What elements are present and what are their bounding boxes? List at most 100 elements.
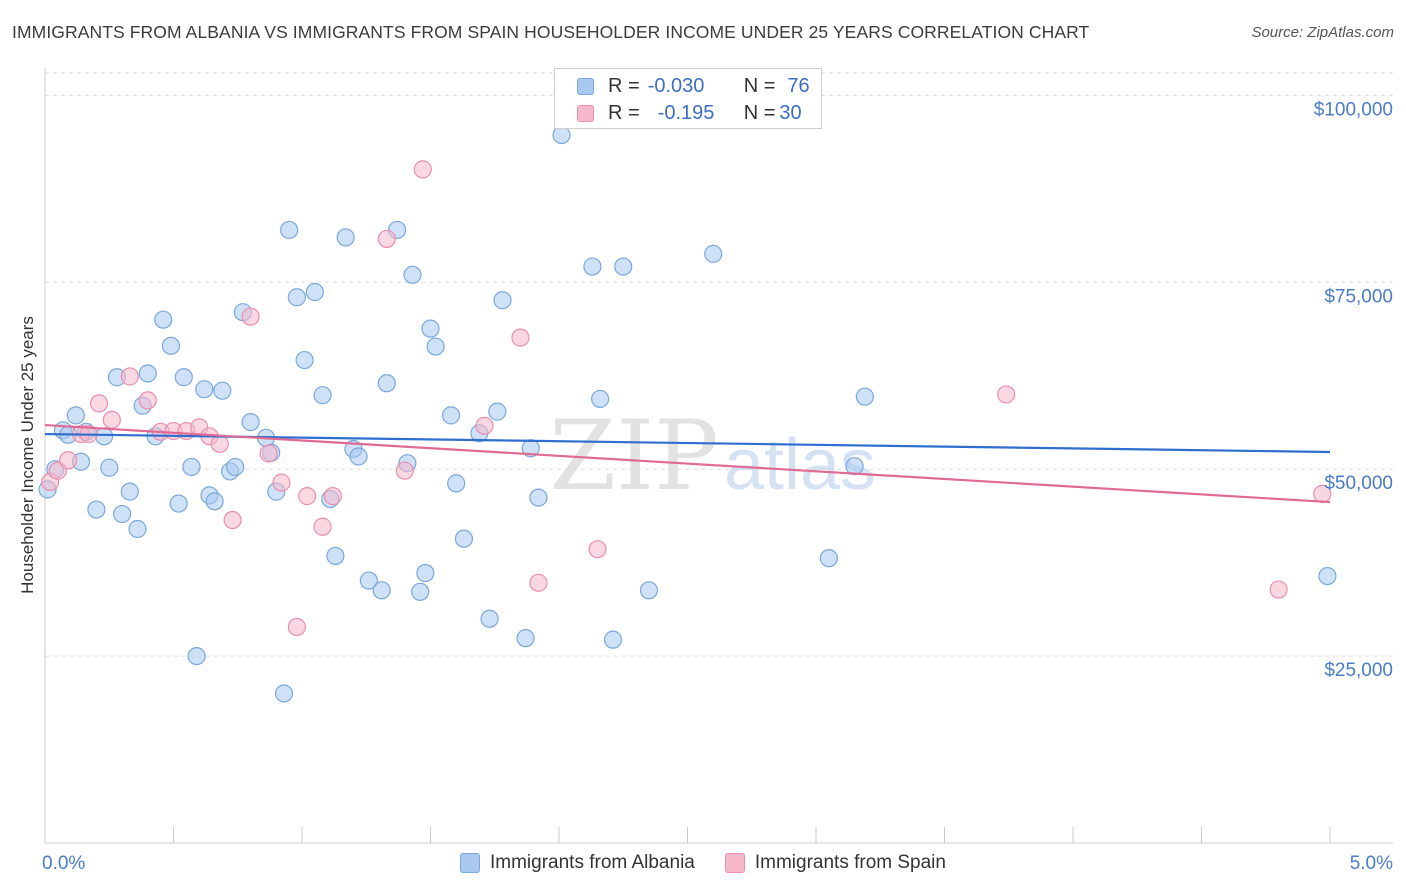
point-albania-44 bbox=[349, 447, 368, 466]
series-label-spain: Immigrants from Spain bbox=[754, 852, 946, 873]
point-albania-8 bbox=[95, 427, 114, 446]
y-tick-label-3: $100,000 bbox=[1314, 99, 1393, 120]
watermark: ZIP atlas bbox=[549, 400, 876, 512]
point-albania-11 bbox=[112, 504, 132, 524]
point-spain-31 bbox=[1269, 580, 1288, 599]
trend-layer bbox=[44, 423, 1331, 504]
point-albania-70 bbox=[639, 581, 659, 600]
point-spain-20 bbox=[298, 487, 317, 506]
point-spain-17 bbox=[259, 444, 278, 463]
point-albania-34 bbox=[274, 684, 294, 703]
legend-n-label-albania: N = bbox=[743, 74, 776, 97]
point-albania-13 bbox=[128, 519, 147, 539]
point-albania-75 bbox=[1318, 566, 1337, 586]
legend-n-value-spain: 30 bbox=[779, 101, 802, 124]
point-albania-45 bbox=[359, 571, 378, 590]
point-spain-23 bbox=[377, 229, 396, 249]
point-albania-54 bbox=[426, 337, 445, 356]
point-spain-18 bbox=[272, 473, 291, 492]
point-albania-4 bbox=[66, 406, 85, 425]
legend-r-label-spain: R = bbox=[608, 101, 640, 124]
point-spain-28 bbox=[529, 573, 548, 592]
point-albania-52 bbox=[416, 564, 435, 583]
point-albania-50 bbox=[403, 265, 422, 284]
point-albania-20 bbox=[174, 368, 193, 387]
point-albania-64 bbox=[529, 488, 548, 507]
series-legend: Immigrants from Albania Immigrants from … bbox=[0, 852, 1406, 874]
point-albania-51 bbox=[411, 582, 430, 601]
point-spain-24 bbox=[395, 461, 414, 480]
point-albania-57 bbox=[454, 529, 474, 548]
point-albania-59 bbox=[480, 609, 499, 628]
legend-n-label-spain: N = bbox=[743, 101, 776, 124]
point-albania-35 bbox=[280, 220, 299, 240]
point-spain-5 bbox=[89, 394, 109, 413]
point-albania-42 bbox=[336, 228, 355, 247]
point-albania-46 bbox=[372, 581, 391, 600]
legend-row-albania: R = -0.030 N = 76 bbox=[577, 73, 810, 99]
y-tick-label-2: $75,000 bbox=[1324, 286, 1393, 307]
point-albania-71 bbox=[704, 244, 723, 263]
axes-layer bbox=[44, 68, 1393, 844]
point-albania-47 bbox=[377, 374, 396, 393]
point-spain-29 bbox=[588, 540, 607, 559]
point-spain-30 bbox=[997, 385, 1016, 404]
point-albania-22 bbox=[187, 646, 206, 666]
series-legend-albania[interactable]: Immigrants from Albania bbox=[460, 852, 695, 874]
y-tick-label-0: $25,000 bbox=[1324, 660, 1393, 681]
point-spain-2 bbox=[59, 451, 78, 470]
point-spain-27 bbox=[511, 328, 530, 347]
point-albania-41 bbox=[326, 546, 345, 566]
trendline-spain bbox=[44, 423, 1331, 504]
chart-title: IMMIGRANTS FROM ALBANIA VS IMMIGRANTS FR… bbox=[12, 22, 1090, 42]
y-axis-label: Householder Income Under 25 years bbox=[18, 316, 37, 594]
series-swatch-albania bbox=[460, 853, 480, 873]
tick-labels: $25,000 $50,000 $75,000 $100,000 0.0% 5.0% bbox=[42, 99, 1393, 874]
point-albania-26 bbox=[213, 381, 232, 400]
point-albania-25 bbox=[205, 492, 224, 511]
series-swatch-spain bbox=[724, 853, 745, 873]
point-spain-26 bbox=[475, 416, 494, 435]
chart-source: Source: ZipAtlas.com bbox=[1251, 24, 1394, 41]
point-spain-25 bbox=[413, 160, 432, 179]
point-spain-8 bbox=[138, 391, 157, 410]
point-albania-65 bbox=[552, 125, 571, 145]
point-spain-7 bbox=[120, 367, 139, 386]
point-albania-60 bbox=[488, 402, 507, 421]
point-albania-9 bbox=[100, 458, 119, 477]
point-spain-14 bbox=[210, 434, 229, 453]
point-albania-69 bbox=[614, 257, 633, 276]
legend-n-value-albania: 76 bbox=[787, 74, 810, 97]
point-albania-30 bbox=[241, 412, 260, 432]
point-albania-23 bbox=[195, 380, 214, 399]
point-albania-62 bbox=[516, 629, 535, 648]
legend-swatch-spain bbox=[577, 104, 594, 122]
point-albania-12 bbox=[120, 482, 139, 501]
series-legend-spain[interactable]: Immigrants from Spain bbox=[724, 852, 946, 874]
grid-layer bbox=[45, 72, 1393, 657]
point-albania-66 bbox=[583, 257, 602, 276]
point-albania-38 bbox=[305, 282, 324, 302]
point-albania-28 bbox=[226, 457, 245, 477]
y-tick-label-1: $50,000 bbox=[1324, 473, 1393, 494]
legend-swatch-albania bbox=[577, 77, 594, 95]
point-albania-15 bbox=[138, 364, 157, 383]
point-albania-7 bbox=[87, 500, 106, 519]
point-albania-72 bbox=[819, 549, 838, 568]
legend-r-label-albania: R = bbox=[608, 74, 640, 97]
point-albania-73 bbox=[845, 457, 864, 476]
point-spain-19 bbox=[287, 617, 306, 637]
legend-row-spain: R = -0.195 N = 30 bbox=[577, 100, 802, 126]
point-albania-36 bbox=[287, 288, 306, 307]
point-albania-19 bbox=[169, 494, 188, 513]
point-albania-53 bbox=[421, 319, 440, 338]
point-spain-22 bbox=[323, 487, 342, 506]
point-albania-55 bbox=[441, 406, 461, 425]
point-spain-21 bbox=[313, 517, 332, 536]
point-spain-15 bbox=[223, 510, 242, 530]
point-albania-68 bbox=[603, 630, 623, 649]
legend-r-value-spain: -0.195 bbox=[657, 101, 715, 124]
point-albania-74 bbox=[855, 387, 874, 406]
point-albania-61 bbox=[493, 291, 512, 310]
